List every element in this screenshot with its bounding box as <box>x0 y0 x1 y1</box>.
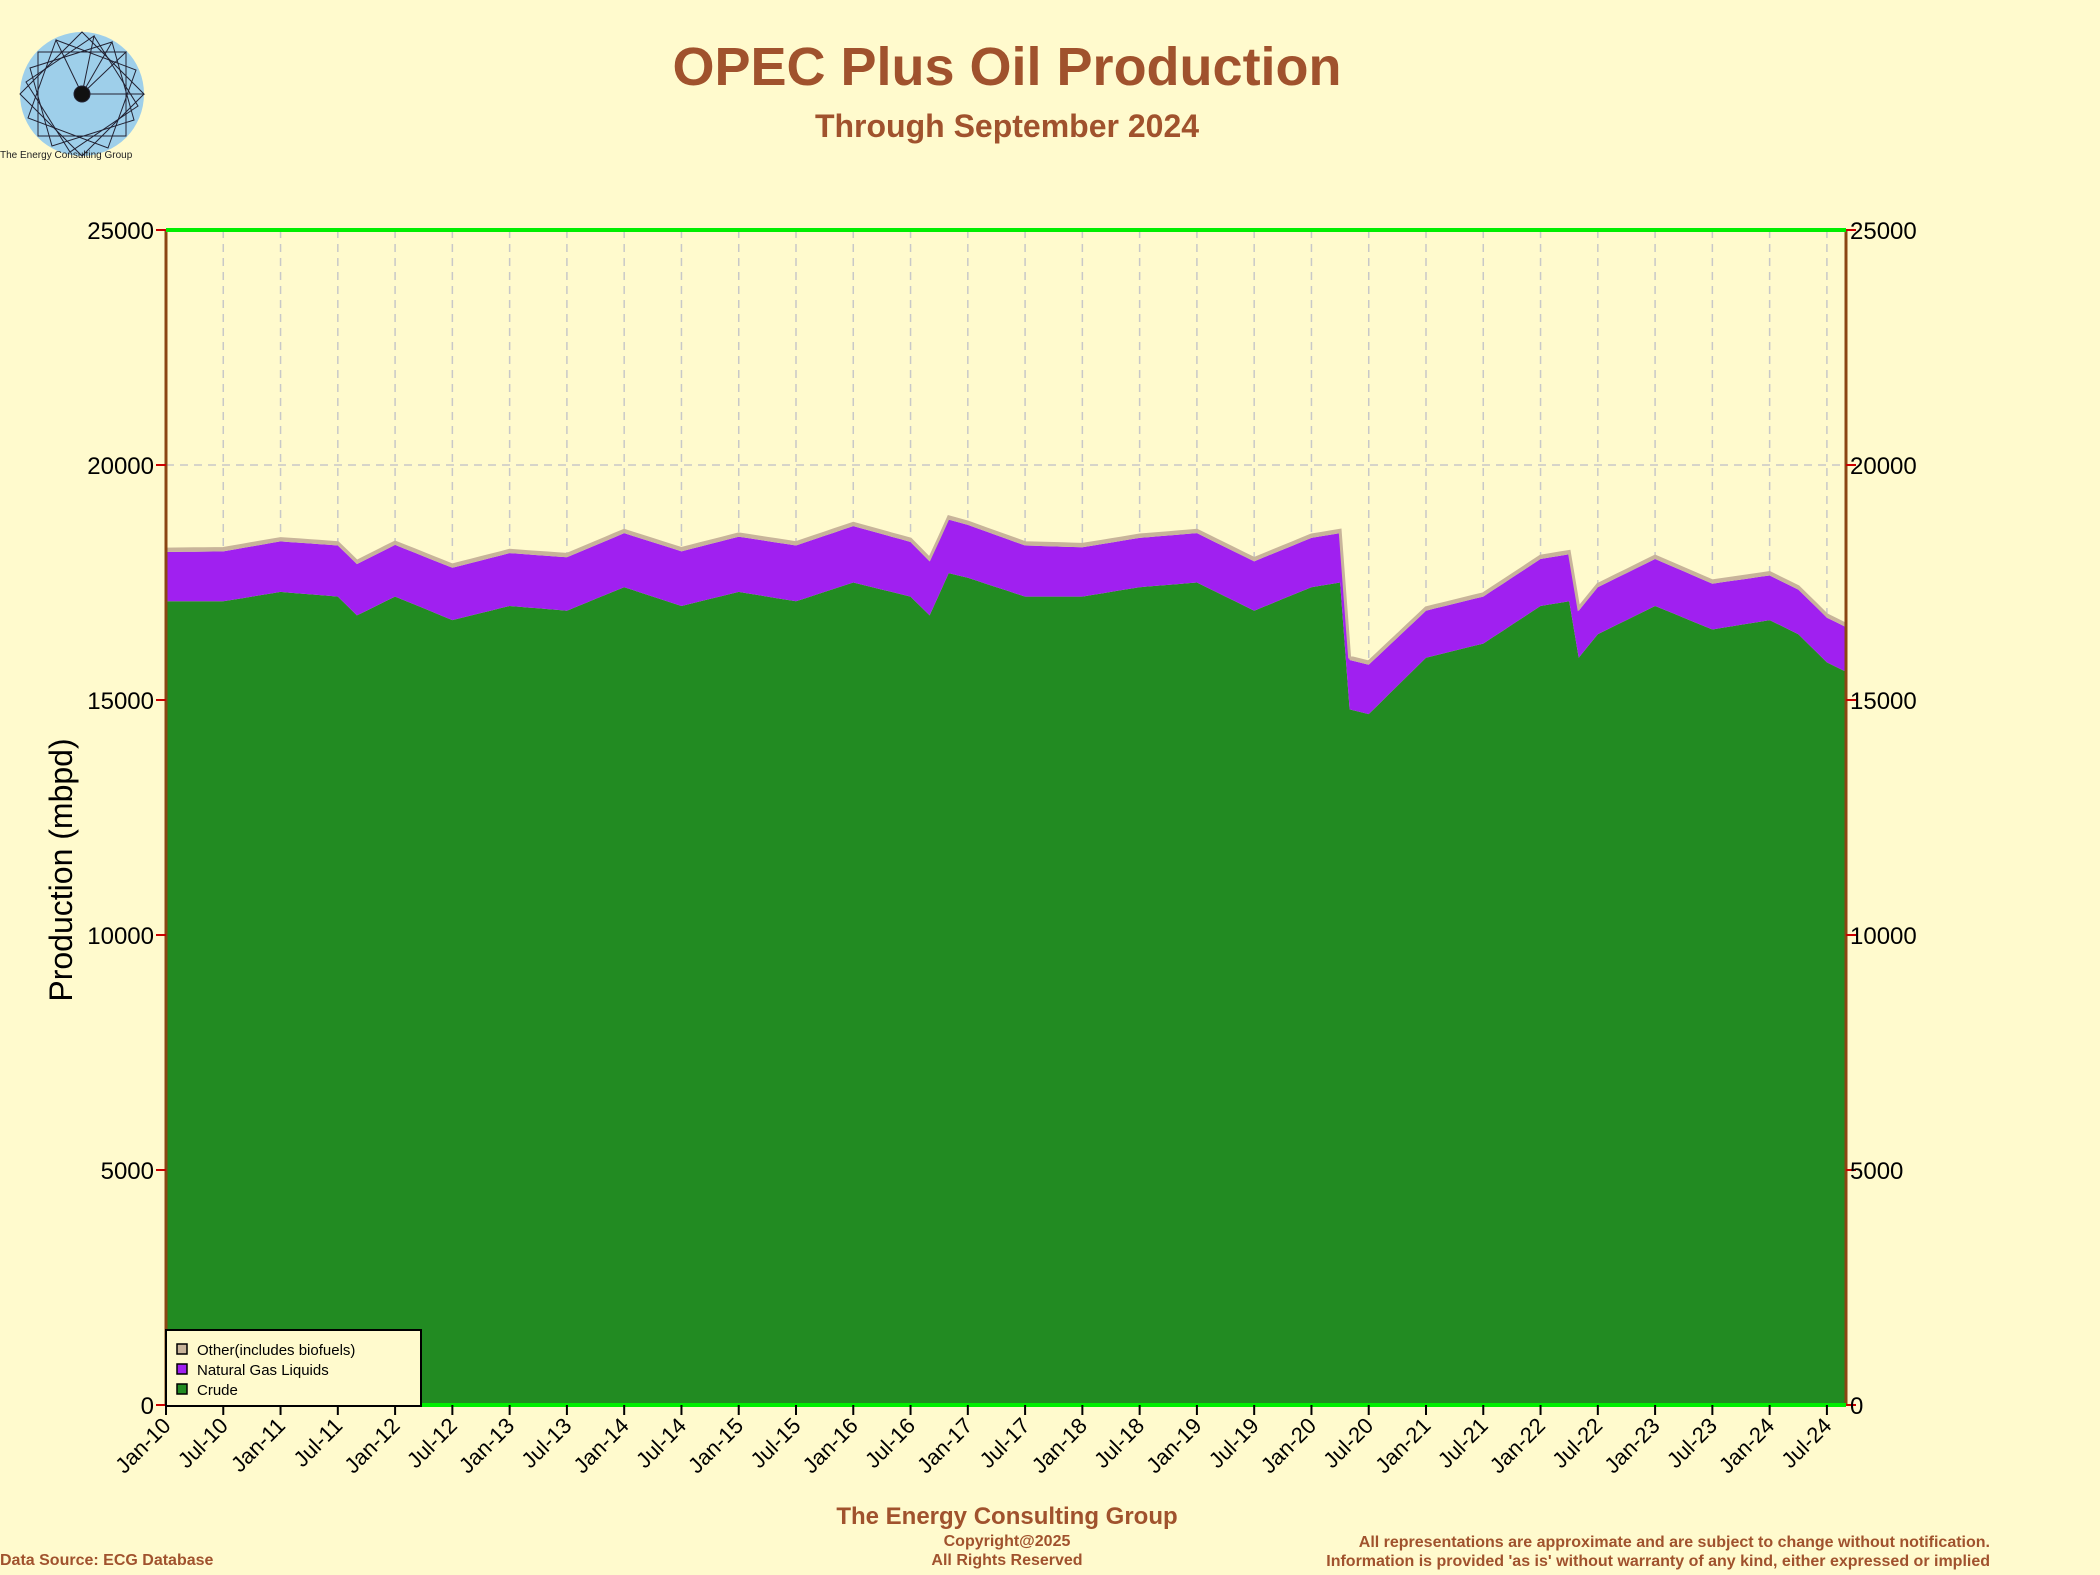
x-tick-label: Jul-11 <box>288 1413 347 1472</box>
legend: Other(includes biofuels) Natural Gas Liq… <box>165 1329 422 1407</box>
legend-swatch-crude <box>176 1383 188 1395</box>
spiral-logo-icon <box>19 31 146 157</box>
y-axis-label: Production (mbpd) <box>43 738 79 1001</box>
other-outline <box>165 515 1847 664</box>
x-tick-label: Jul-19 <box>1204 1413 1264 1473</box>
x-tick-label: Jan-14 <box>568 1413 633 1478</box>
footer-company: The Energy Consulting Group <box>836 1503 1178 1530</box>
y-tick-label: 0 <box>141 1393 154 1420</box>
x-tick-label: Jan-15 <box>683 1413 748 1478</box>
chart-subtitle: Through September 2024 <box>814 108 1200 144</box>
legend-label-other: Other(includes biofuels) <box>197 1342 355 1359</box>
y-tick-label-right: 5000 <box>1850 1158 1903 1185</box>
legend-swatch-other <box>176 1343 188 1355</box>
y-tick-label: 25000 <box>87 218 154 245</box>
footer-copyright: Copyright@2025 All Rights Reserved <box>0 1532 2014 1570</box>
x-tick-label: Jul-22 <box>1547 1413 1607 1473</box>
y-tick-label-right: 20000 <box>1850 453 1917 480</box>
x-tick-label: Jul-20 <box>1318 1413 1378 1473</box>
y-tick-label: 5000 <box>101 1158 154 1185</box>
x-tick-label: Jul-12 <box>402 1413 462 1473</box>
x-axis: Jan-10Jul-10Jan-11Jul-11Jan-12Jul-12Jan-… <box>110 1405 1836 1478</box>
y-tick-label: 10000 <box>87 923 154 950</box>
y-tick-label: 20000 <box>87 453 154 480</box>
x-tick-label: Jul-18 <box>1089 1413 1149 1473</box>
disclaimer-line-1: All representations are approximate and … <box>1358 1534 1990 1551</box>
x-tick-label: Jul-16 <box>860 1413 920 1473</box>
disclaimer: All representations are approximate and … <box>1326 1533 1990 1571</box>
x-tick-label: Jul-21 <box>1433 1413 1493 1473</box>
y-tick-label-right: 25000 <box>1850 218 1917 245</box>
x-tick-label: Jul-14 <box>631 1413 691 1473</box>
company-logo <box>16 22 150 192</box>
y-tick-label: 15000 <box>87 688 154 715</box>
x-tick-label: Jan-21 <box>1370 1413 1435 1478</box>
x-tick-label: Jan-18 <box>1027 1413 1092 1478</box>
legend-label-ngl: Natural Gas Liquids <box>197 1362 329 1379</box>
x-tick-label: Jan-22 <box>1485 1413 1550 1478</box>
x-tick-label: Jul-10 <box>173 1413 233 1473</box>
data-source: Data Source: ECG Database <box>0 1552 214 1569</box>
y-tick-label-right: 15000 <box>1850 688 1917 715</box>
y-tick-label-right: 0 <box>1850 1393 1863 1420</box>
right-y-axis: 0 5000 10000 15000 20000 25000 <box>1846 218 1917 1420</box>
disclaimer-line-2: Information is provided 'as is' without … <box>1326 1553 1990 1570</box>
x-tick-label: Jan-12 <box>339 1413 404 1478</box>
legend-swatch-ngl <box>176 1363 188 1375</box>
rights-text: All Rights Reserved <box>931 1552 1083 1569</box>
x-tick-label: Jul-13 <box>516 1413 576 1473</box>
x-tick-label: Jul-15 <box>745 1413 805 1473</box>
x-tick-label: Jul-17 <box>975 1413 1035 1473</box>
x-tick-label: Jul-23 <box>1662 1413 1722 1473</box>
crude-area <box>166 573 1846 1405</box>
x-tick-label: Jan-20 <box>1256 1413 1321 1478</box>
legend-label-crude: Crude <box>197 1382 238 1399</box>
x-tick-label: Jul-24 <box>1776 1413 1836 1473</box>
copyright-text: Copyright@2025 <box>943 1533 1071 1550</box>
x-tick-label: Jan-16 <box>798 1413 863 1478</box>
x-tick-label: Jan-11 <box>226 1413 290 1477</box>
x-tick-label: Jan-24 <box>1714 1413 1779 1478</box>
x-tick-label: Jan-19 <box>1141 1413 1206 1478</box>
x-tick-label: Jan-10 <box>110 1413 175 1478</box>
stacked-areas <box>165 515 1847 1405</box>
axes <box>164 228 1848 1407</box>
x-tick-label: Jan-17 <box>912 1413 977 1478</box>
ngl-area <box>166 519 1846 715</box>
logo-caption: The Energy Consulting Group <box>0 150 133 161</box>
chart-title: OPEC Plus Oil Production <box>672 37 1342 97</box>
x-tick-label: Jan-23 <box>1599 1413 1664 1478</box>
x-tick-label: Jan-13 <box>454 1413 519 1478</box>
legend-box <box>165 1329 422 1407</box>
left-y-axis: 0 5000 10000 15000 20000 25000 <box>87 218 166 1420</box>
y-tick-label-right: 10000 <box>1850 923 1917 950</box>
